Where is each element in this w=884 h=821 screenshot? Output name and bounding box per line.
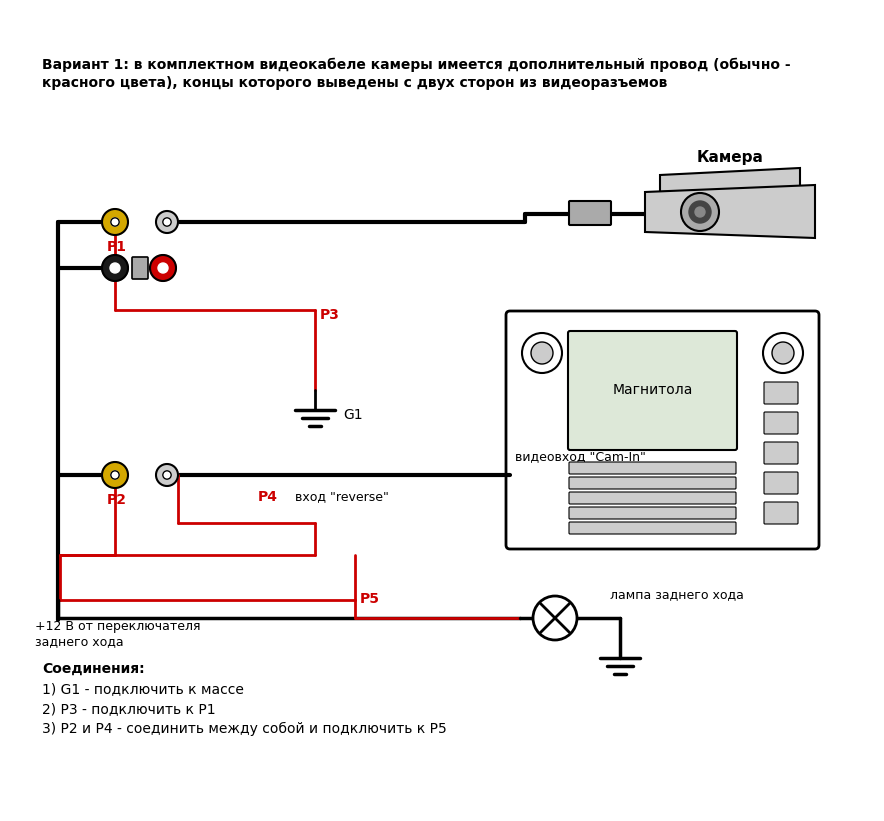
- Text: лампа заднего хода: лампа заднего хода: [610, 588, 743, 601]
- FancyBboxPatch shape: [506, 311, 819, 549]
- Text: P5: P5: [360, 592, 380, 606]
- Circle shape: [522, 333, 562, 373]
- FancyBboxPatch shape: [764, 382, 798, 404]
- Circle shape: [533, 596, 577, 640]
- Circle shape: [110, 470, 119, 479]
- Circle shape: [156, 464, 178, 486]
- Circle shape: [163, 218, 171, 226]
- FancyBboxPatch shape: [569, 462, 736, 474]
- FancyBboxPatch shape: [764, 442, 798, 464]
- Circle shape: [163, 470, 171, 479]
- FancyBboxPatch shape: [764, 502, 798, 524]
- FancyBboxPatch shape: [569, 507, 736, 519]
- Circle shape: [156, 211, 178, 233]
- Text: Магнитола: Магнитола: [613, 383, 693, 397]
- Circle shape: [695, 207, 705, 217]
- FancyBboxPatch shape: [569, 477, 736, 489]
- Text: G1: G1: [343, 408, 362, 422]
- FancyBboxPatch shape: [764, 412, 798, 434]
- Text: заднего хода: заднего хода: [35, 635, 124, 648]
- FancyBboxPatch shape: [569, 201, 611, 225]
- Circle shape: [102, 462, 128, 488]
- Polygon shape: [660, 168, 800, 192]
- Text: 3) Р2 и Р4 - соединить между собой и подключить к Р5: 3) Р2 и Р4 - соединить между собой и под…: [42, 722, 446, 736]
- FancyBboxPatch shape: [569, 492, 736, 504]
- Circle shape: [158, 263, 168, 273]
- Circle shape: [110, 218, 119, 226]
- Text: P2: P2: [107, 493, 127, 507]
- FancyBboxPatch shape: [569, 522, 736, 534]
- Text: видеовход "Cam-In": видеовход "Cam-In": [515, 450, 646, 463]
- Polygon shape: [645, 185, 815, 238]
- Circle shape: [102, 255, 128, 281]
- FancyBboxPatch shape: [764, 472, 798, 494]
- FancyBboxPatch shape: [132, 257, 148, 279]
- Text: P1: P1: [107, 240, 127, 254]
- Circle shape: [531, 342, 553, 364]
- Text: Камера: Камера: [697, 150, 764, 165]
- Text: Вариант 1: в комплектном видеокабеле камеры имеется дополнительный провод (обычн: Вариант 1: в комплектном видеокабеле кам…: [42, 58, 790, 72]
- Circle shape: [763, 333, 803, 373]
- Circle shape: [102, 209, 128, 235]
- Text: +12 В от переключателя: +12 В от переключателя: [35, 620, 201, 633]
- Text: красного цвета), концы которого выведены с двух сторон из видеоразъемов: красного цвета), концы которого выведены…: [42, 76, 667, 90]
- FancyBboxPatch shape: [568, 331, 737, 450]
- Circle shape: [110, 263, 120, 273]
- Text: P3: P3: [320, 308, 339, 322]
- Circle shape: [681, 193, 719, 231]
- Text: P4: P4: [258, 490, 278, 504]
- Text: 2) Р3 - подключить к Р1: 2) Р3 - подключить к Р1: [42, 702, 216, 716]
- Circle shape: [150, 255, 176, 281]
- Text: Соединения:: Соединения:: [42, 662, 145, 676]
- Circle shape: [772, 342, 794, 364]
- Text: 1) G1 - подключить к массе: 1) G1 - подключить к массе: [42, 682, 244, 696]
- Text: вход "reverse": вход "reverse": [295, 490, 389, 503]
- Circle shape: [689, 201, 711, 223]
